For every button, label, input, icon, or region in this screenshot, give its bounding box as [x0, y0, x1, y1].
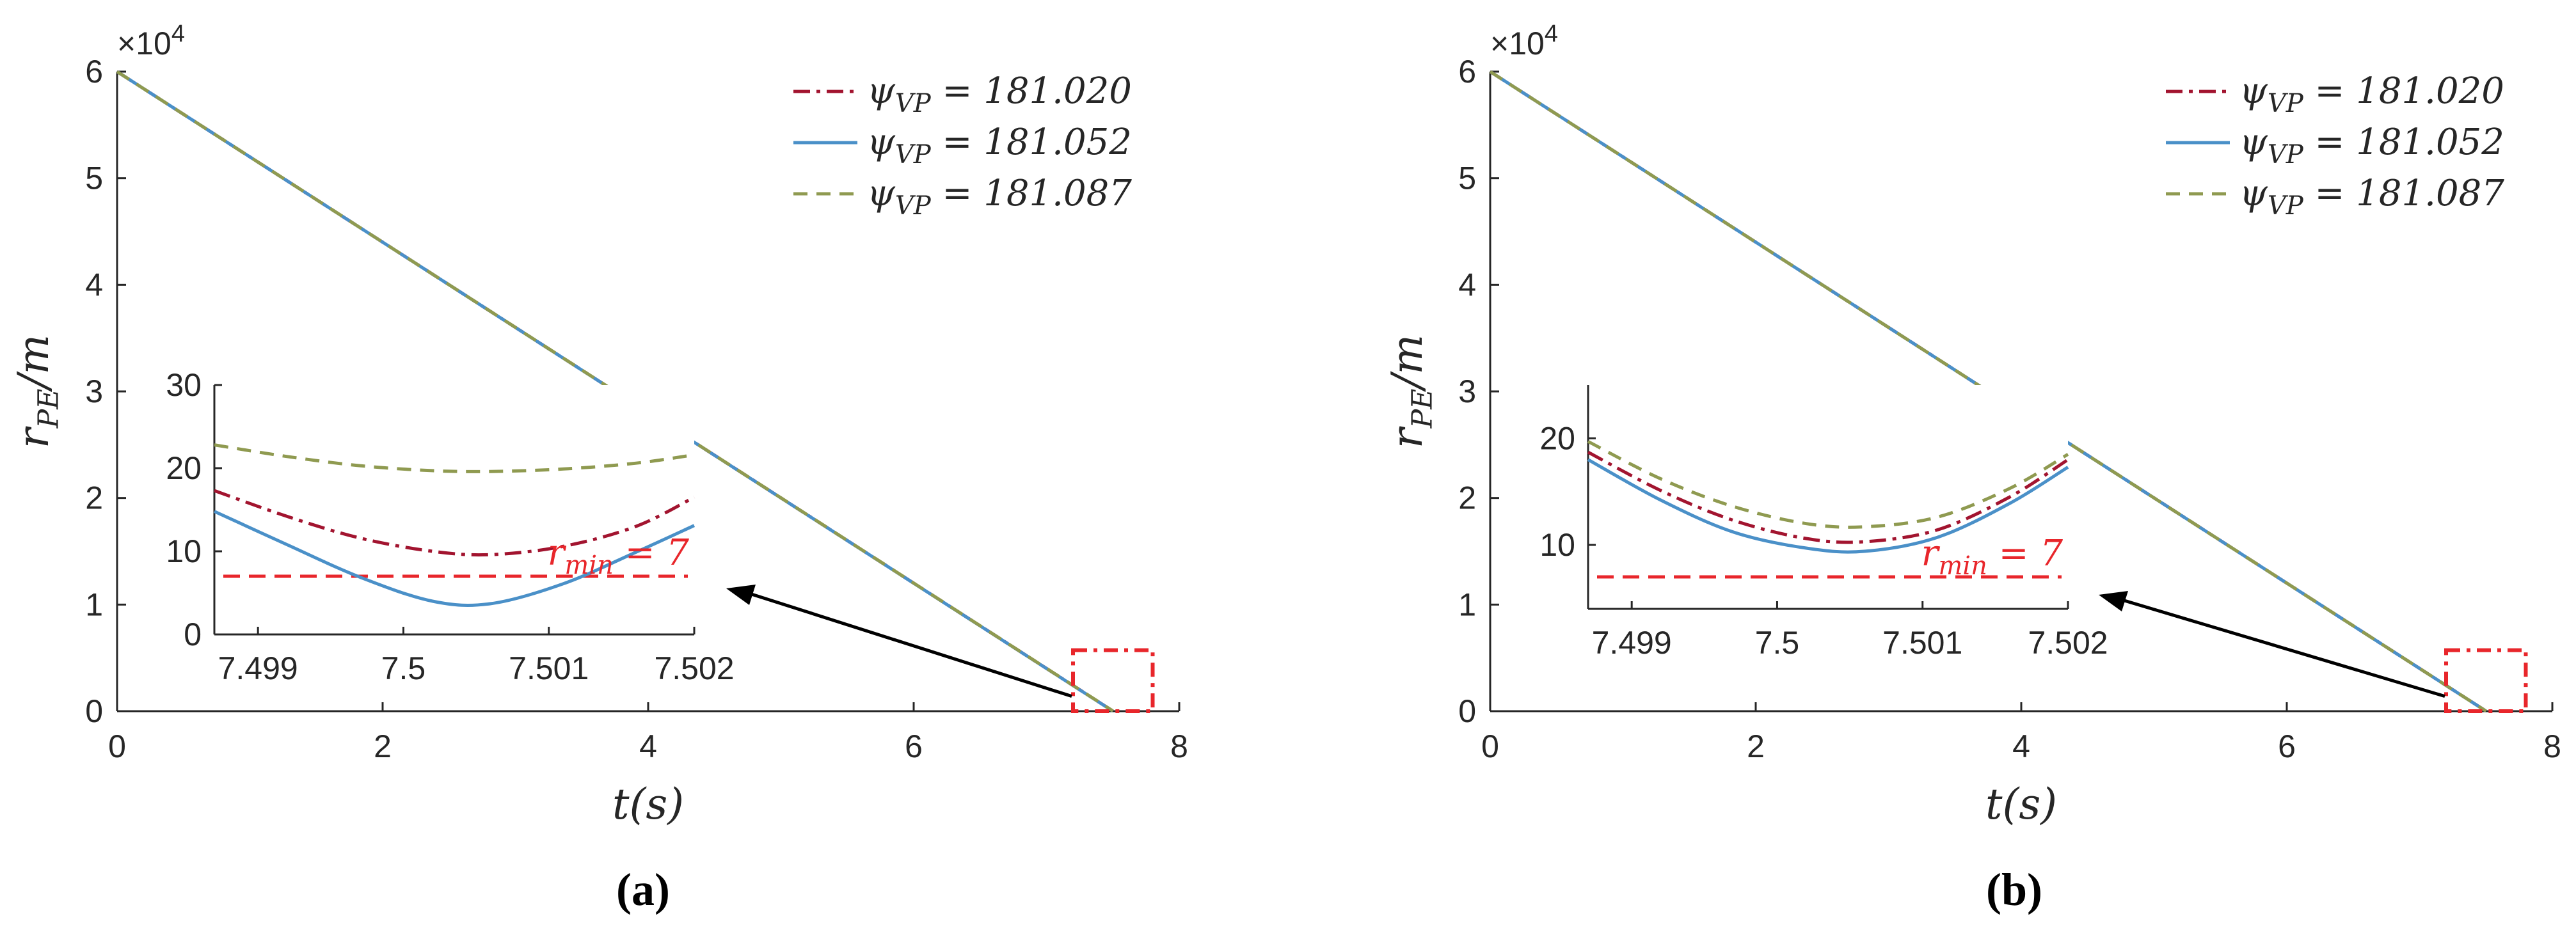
inset-background: [214, 385, 694, 634]
x-tick-label: 8: [2543, 728, 2561, 764]
inset-series-line: [214, 489, 696, 557]
inset-y-tick-label: 20: [166, 450, 202, 486]
zoom-box: [2444, 648, 2528, 714]
x-tick-label: 2: [1747, 728, 1765, 764]
panel-label: (a): [616, 864, 670, 915]
inset-x-tick-label: 7.501: [1882, 625, 1962, 661]
y-tick-label: 1: [1458, 586, 1476, 622]
threshold-label: rmin = 7: [548, 532, 690, 580]
x-tick-label: 6: [905, 728, 923, 764]
zoom-arrow-head: [726, 585, 756, 605]
y-tick-label: 0: [85, 693, 103, 729]
x-tick-label: 8: [1170, 728, 1188, 764]
zoom-arrow: [2117, 597, 2445, 698]
y-axis-label: rPE/m: [9, 334, 65, 448]
inset-y-tick-label: 20: [1539, 420, 1575, 456]
y-exponent-label: ×104: [1490, 20, 1558, 61]
x-tick-label: 6: [2278, 728, 2296, 764]
y-tick-label: 1: [85, 586, 103, 622]
y-tick-label: 5: [1458, 161, 1476, 196]
y-axis-label: rPE/m: [1383, 334, 1438, 448]
x-tick-label: 0: [108, 728, 126, 764]
x-tick-label: 4: [2012, 728, 2030, 764]
x-axis-label: t(s): [612, 780, 684, 829]
inset-y-tick-label: 10: [1539, 527, 1575, 563]
x-axis-label: t(s): [1985, 780, 2057, 829]
inset-x-tick-label: 7.502: [654, 650, 734, 686]
y-tick-label: 6: [1458, 54, 1476, 90]
y-tick-label: 3: [85, 374, 103, 409]
inset-x-tick-label: 7.499: [1592, 625, 1672, 661]
series-line: [116, 70, 1114, 712]
y-tick-label: 6: [85, 54, 103, 90]
series-line: [1489, 70, 2487, 712]
zoom-arrow: [745, 590, 1072, 698]
inset-y-tick-label: 30: [166, 367, 202, 403]
threshold-label: rmin = 7: [1921, 533, 2063, 581]
legend-entry: ψVP = 181.087: [867, 173, 1132, 221]
inset-x-tick-label: 7.5: [381, 650, 426, 686]
y-tick-label: 3: [1458, 374, 1476, 409]
inset-series-line: [1587, 440, 2069, 529]
inset-series-line: [213, 510, 696, 607]
inset-series-line: [1587, 458, 2069, 554]
inset-x-tick-label: 7.502: [2028, 625, 2108, 661]
zoom-box: [1071, 648, 1155, 714]
inset-x-tick-label: 7.499: [218, 650, 298, 686]
y-tick-label: 0: [1458, 693, 1476, 729]
x-tick-label: 4: [639, 728, 657, 764]
zoom-arrow-head: [2099, 591, 2128, 611]
y-exponent-label: ×104: [117, 20, 185, 61]
y-tick-label: 2: [1458, 480, 1476, 516]
legend-entry: ψVP = 181.052: [867, 122, 1132, 169]
legend-entry: ψVP = 181.020: [867, 70, 1132, 118]
inset-series-line: [214, 443, 695, 473]
inset-x-tick-label: 7.5: [1755, 625, 1800, 661]
panel-label: (b): [1986, 864, 2042, 915]
y-tick-label: 5: [85, 161, 103, 196]
inset-x-tick-label: 7.501: [509, 650, 589, 686]
inset-y-tick-label: 0: [184, 617, 202, 652]
legend-entry: ψVP = 181.020: [2239, 70, 2504, 118]
x-tick-label: 2: [374, 728, 392, 764]
y-tick-label: 4: [85, 267, 103, 303]
legend-entry: ψVP = 181.052: [2239, 122, 2504, 169]
x-tick-label: 0: [1481, 728, 1499, 764]
y-tick-label: 2: [85, 480, 103, 516]
y-tick-label: 4: [1458, 267, 1476, 303]
inset-y-tick-label: 10: [166, 533, 202, 569]
inset-series-line: [1587, 450, 2069, 544]
legend-entry: ψVP = 181.087: [2239, 173, 2504, 221]
